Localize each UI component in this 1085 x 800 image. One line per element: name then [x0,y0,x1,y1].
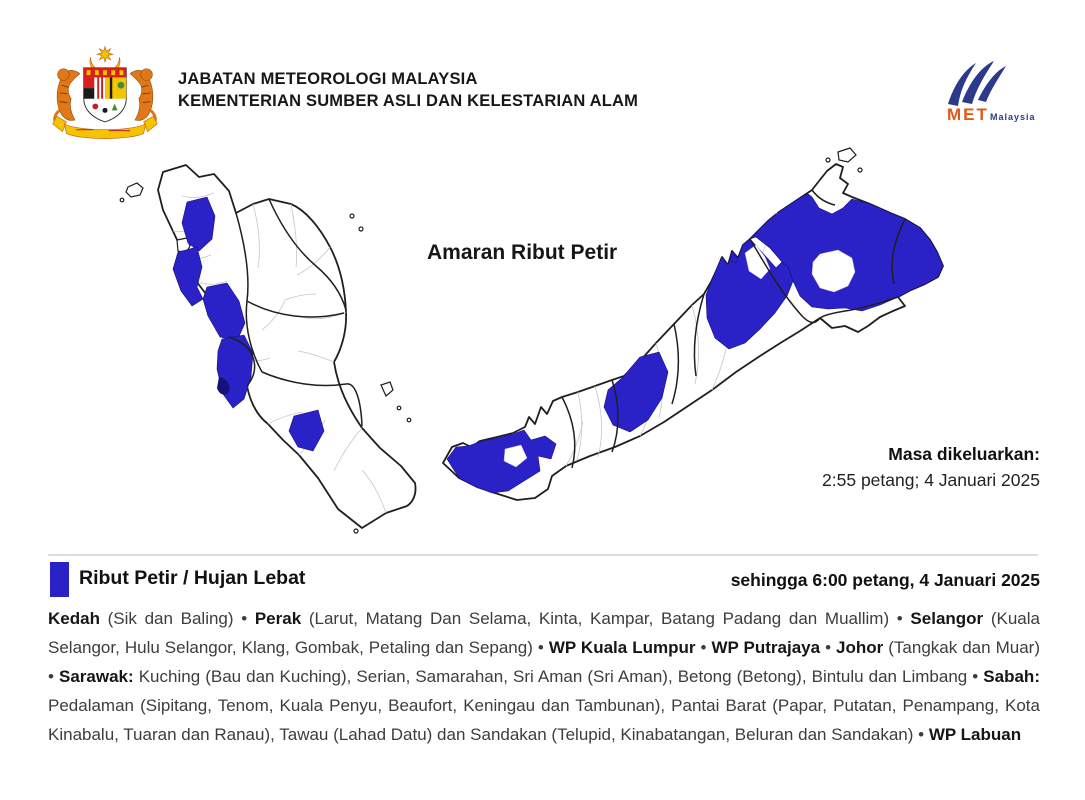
issued-time-block: Masa dikeluarkan: 2:55 petang; 4 Januari… [822,441,1040,493]
peninsular-state-borders [228,198,363,427]
perhentian-island [349,213,355,219]
banggi-island [837,147,857,163]
legend-validity: sehingga 6:00 petang, 4 Januari 2025 [730,570,1040,590]
tioman-island [380,381,394,397]
warning-text-segment: • [695,638,712,657]
map-title: Amaran Ribut Petir [427,241,618,264]
warning-text-segment: (Larut, Matang Dan Selama, Kinta, Kampar… [301,609,911,628]
warning-text-segment: Johor [836,638,884,657]
map-borneo [442,147,944,501]
small-island [119,197,125,203]
warning-text-segment: Pedalaman (Sipitang, Tenom, Kuala Penyu,… [48,696,1040,744]
highlight-region-selangor-kl-putrajaya [216,334,254,409]
map-unaffected-brunei-wedge [744,244,771,280]
crest-tiger-right-icon [129,68,157,127]
redang-island [358,226,364,232]
met-logo-text: MET [947,105,989,124]
met-swoosh-icon [948,61,1006,106]
crest-shield-icon [83,67,127,123]
met-malaysia-logo: MET Malaysia [947,61,1036,124]
klang-coast-detail [217,377,230,395]
warning-text-segment: WP Kuala Lumpur [548,638,696,657]
borneo-state-borders [561,189,906,469]
warning-text-segment: (Sik dan Baling) • [99,609,255,628]
singapore-island [353,528,359,534]
warning-text-segment: WP Putrajaya [711,638,821,657]
warning-text-segment: Sabah: [983,667,1040,686]
warning-text-segment: Sarawak: [59,667,134,686]
small-island [857,167,863,173]
map-unaffected-hole [503,444,528,468]
warning-text-segment: Perak [254,609,302,628]
highlight-region-kedah-sik-baling [181,196,216,252]
legend-divider [48,554,1038,556]
agency-title-line1: JABATAN METEOROLOGI MALAYSIA [178,70,478,88]
highlight-region-wp-labuan [730,255,738,263]
langkawi-island [125,182,144,198]
legend-label: Ribut Petir / Hujan Lebat [79,567,306,589]
warning-text-segment: • [820,638,837,657]
warning-text: Kedah (Sik dan Baling) • Perak (Larut, M… [48,604,1040,749]
issued-label: Masa dikeluarkan: [888,444,1040,464]
agency-title: JABATAN METEOROLOGI MALAYSIA KEMENTERIAN… [178,68,638,112]
highlight-region-perak-north [172,246,204,307]
highlight-region-johor-tangkak-muar [288,409,325,452]
crest-star-icon [95,45,115,64]
map-peninsular-malaysia [119,164,417,534]
warning-text-segment: (Kuala Selangor, Hulu Selangor, Klang, G… [48,609,1040,657]
warning-text-segment: WP Labuan [928,725,1022,744]
warning-color-swatch [50,562,69,597]
warning-text-segment: Selangor [910,609,984,628]
warning-text-segment: Kedah [48,609,100,628]
highlight-region-kuching-serian-samarahan [446,429,557,494]
warning-text-segment: (Tangkak dan Muar) • [48,638,1040,686]
highlight-region-sabah-pantai-barat-sandakan [749,193,944,312]
small-island [396,405,402,411]
warning-text-segment: Kuching (Bau dan Kuching), Serian, Samar… [133,667,984,686]
highlight-region-bintulu [603,351,669,433]
agency-title-line2: KEMENTERIAN SUMBER ASLI DAN KELESTARIAN … [178,92,639,110]
map-unaffected-hole-sabah [811,249,856,293]
small-island [825,157,831,163]
malaysia-coat-of-arms [52,45,158,139]
small-island [406,417,412,423]
crest-banner-icon [52,115,158,139]
met-logo-malaysia-text: Malaysia [990,112,1036,122]
issued-value: 2:55 petang; 4 Januari 2025 [822,470,1040,490]
